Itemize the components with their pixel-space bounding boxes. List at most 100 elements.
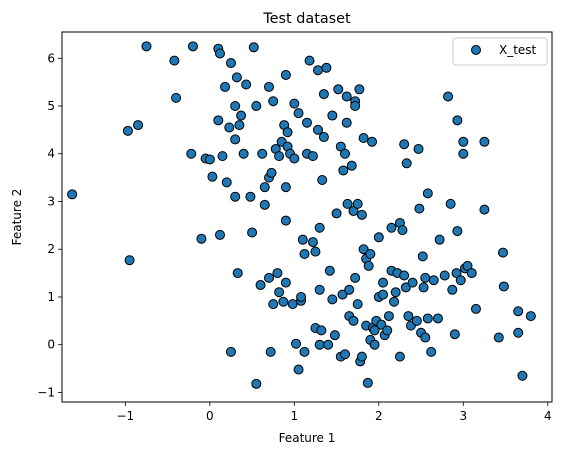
x-tick-label: 3 [459, 409, 467, 423]
data-point [382, 325, 393, 336]
data-point [479, 204, 490, 215]
data-point [289, 153, 300, 164]
data-point [217, 151, 228, 162]
data-point [280, 69, 291, 80]
chart-title: Test dataset [262, 11, 351, 27]
data-point [356, 351, 367, 362]
y-axis-label: Feature 2 [10, 189, 24, 246]
data-point [169, 55, 180, 66]
data-point [422, 313, 433, 324]
data-point [236, 110, 247, 121]
data-point [452, 115, 463, 126]
data-point [280, 215, 291, 226]
data-point [432, 313, 443, 324]
data-point [220, 81, 231, 92]
data-point [289, 98, 300, 109]
data-point [338, 165, 349, 176]
y-tick-label: −1 [37, 385, 55, 399]
data-point [304, 55, 315, 66]
data-point [348, 315, 359, 326]
x-tick-label: 2 [375, 409, 383, 423]
data-point [350, 101, 361, 111]
data-point [329, 330, 340, 341]
data-point [358, 244, 369, 255]
data-point [378, 277, 389, 288]
data-point [340, 349, 351, 360]
data-point [363, 260, 374, 271]
data-point [316, 325, 327, 336]
data-point [367, 136, 378, 147]
data-point [225, 58, 236, 69]
data-point [314, 339, 325, 350]
data-point [418, 282, 429, 293]
data-point [426, 346, 437, 357]
data-point [314, 284, 325, 295]
data-point [369, 325, 380, 336]
data-point [455, 275, 466, 286]
data-point [470, 303, 481, 314]
data-point [340, 148, 351, 159]
data-point [434, 234, 445, 245]
data-point [141, 41, 152, 52]
data-point [196, 233, 207, 244]
data-point [389, 296, 400, 307]
data-point [449, 329, 460, 340]
data-point [362, 377, 373, 388]
data-point [422, 188, 433, 199]
data-point [296, 291, 307, 302]
data-point [445, 198, 456, 209]
data-point [297, 234, 308, 245]
y-tick-label: 3 [47, 194, 55, 208]
data-point [187, 41, 198, 52]
data-point [257, 148, 268, 159]
data-point [272, 268, 283, 279]
data-point [327, 294, 338, 305]
data-point [263, 272, 274, 283]
data-point [458, 148, 469, 159]
data-point [268, 96, 279, 107]
data-point [517, 370, 528, 381]
data-point [407, 277, 418, 288]
data-point [317, 175, 328, 185]
data-point [373, 232, 384, 243]
data-point [323, 339, 334, 350]
data-point [479, 136, 490, 147]
data-point [452, 226, 463, 237]
data-point [399, 270, 410, 281]
data-point [299, 249, 310, 259]
data-point [307, 151, 318, 162]
data-point [293, 364, 304, 375]
data-point [265, 346, 276, 357]
data-point [337, 289, 348, 300]
data-point [493, 332, 504, 343]
data-point [324, 265, 335, 276]
data-point [318, 132, 329, 143]
data-point [231, 72, 242, 83]
data-point [230, 134, 241, 145]
y-tick-label: 5 [47, 99, 55, 113]
legend-box [452, 37, 548, 66]
data-point [259, 199, 270, 210]
x-tick-label: 4 [544, 409, 552, 423]
data-point [369, 339, 380, 350]
data-point [341, 91, 352, 102]
y-tick-label: 0 [47, 338, 55, 352]
data-point [280, 182, 291, 193]
data-point [224, 122, 235, 133]
data-point [207, 171, 218, 182]
y-tick-label: 6 [47, 51, 55, 65]
data-point [312, 124, 323, 135]
data-point [498, 281, 509, 292]
data-point [394, 351, 405, 362]
legend-marker [471, 45, 481, 55]
data-point [417, 251, 428, 262]
data-point [420, 272, 431, 283]
data-point [447, 284, 458, 295]
x-tick-label: 0 [206, 409, 214, 423]
data-point [403, 311, 414, 322]
data-point [386, 222, 397, 233]
data-point [255, 280, 266, 291]
data-point [124, 255, 135, 266]
data-point [397, 225, 408, 236]
